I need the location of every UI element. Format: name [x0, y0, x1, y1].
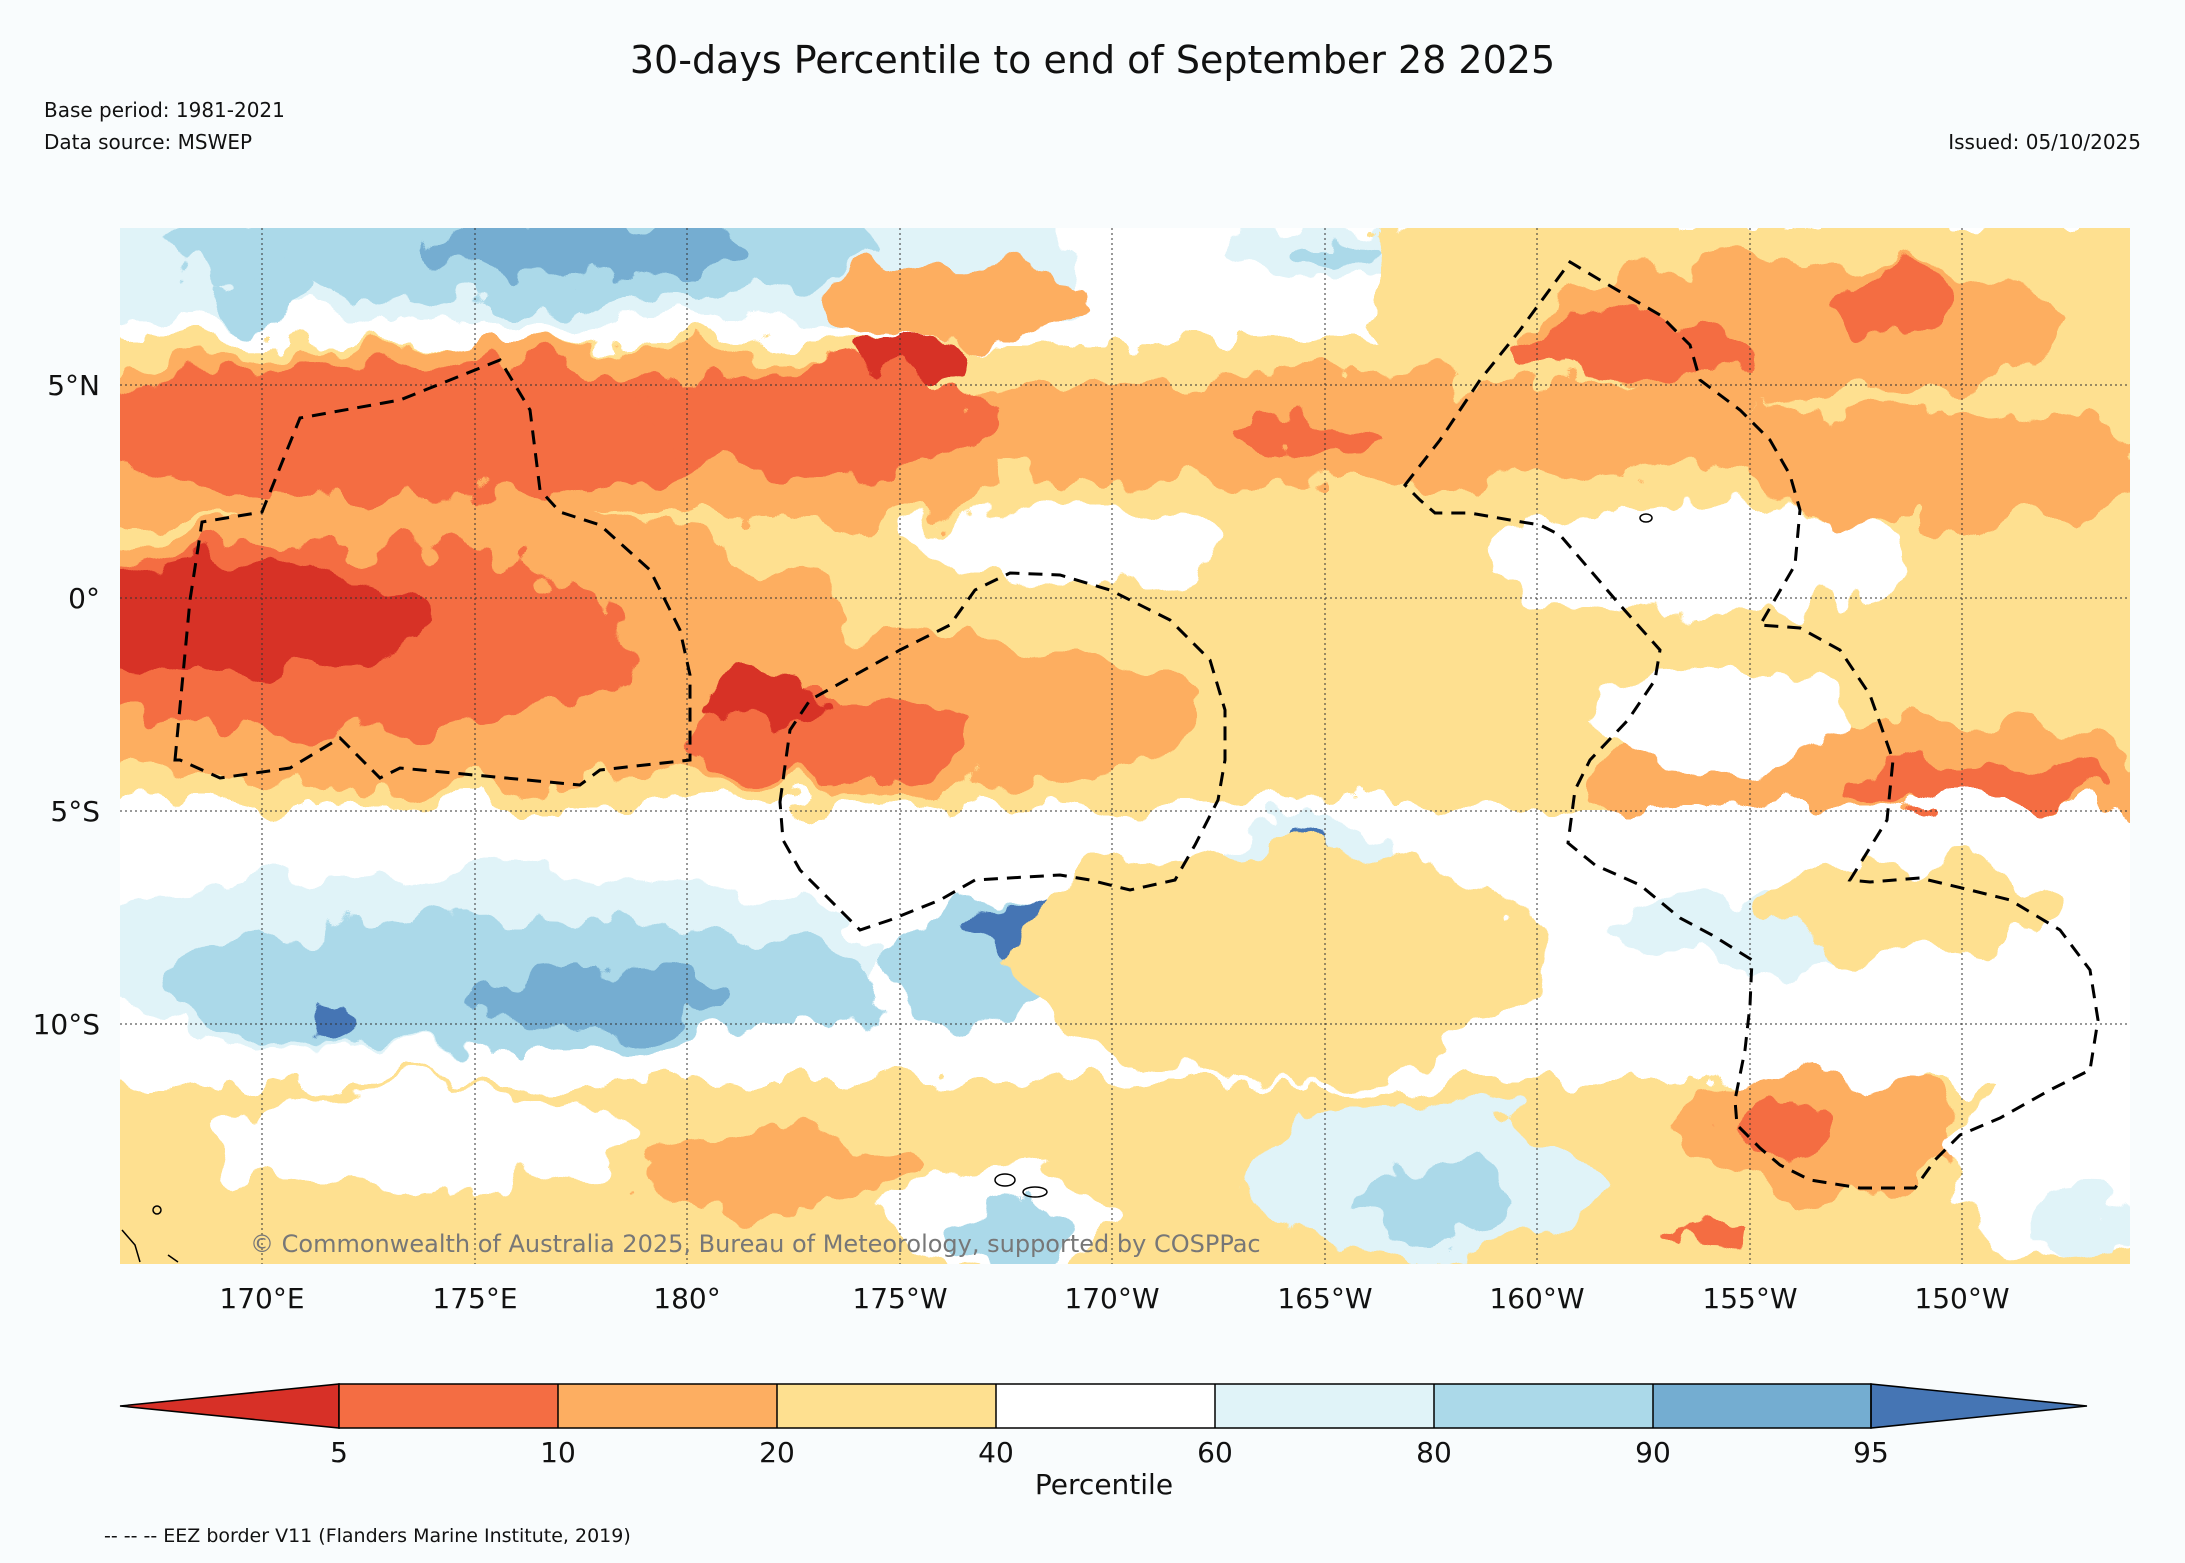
colorbar-dividers	[557, 1384, 1654, 1428]
lat-label: 10°S	[33, 1008, 100, 1041]
longitude-labels: 170°E 175°E 180° 175°W 170°W 165°W 160°W…	[219, 1282, 2009, 1315]
colorbar-tick: 90	[1635, 1436, 1671, 1469]
colorbar-label: Percentile	[1035, 1468, 1173, 1501]
copyright-text: © Commonwealth of Australia 2025, Bureau…	[250, 1230, 1261, 1258]
colorbar-tick: 5	[330, 1436, 348, 1469]
eez-footnote: -- -- -- EEZ border V11 (Flanders Marine…	[104, 1525, 631, 1547]
lon-label: 170°W	[1064, 1282, 1159, 1315]
eez-borders	[173, 260, 2100, 1190]
lat-label: 0°	[68, 582, 100, 615]
colorbar-segment-10-20	[558, 1384, 777, 1428]
lon-label: 175°W	[852, 1282, 947, 1315]
colorbar-segment-5-10	[339, 1384, 558, 1428]
colorbar-tick: 95	[1853, 1436, 1889, 1469]
colorbar-segment-20-40	[777, 1384, 996, 1428]
colorbar-segment-80-90	[1434, 1384, 1653, 1428]
base-period: Base period: 1981-2021	[44, 98, 285, 122]
colorbar-segment-60-80	[1215, 1384, 1434, 1428]
colorbar-segment-40-60	[996, 1384, 1215, 1428]
map-title: 30-days Percentile to end of September 2…	[629, 38, 1556, 82]
lon-label: 180°	[653, 1282, 720, 1315]
lon-label: 165°W	[1277, 1282, 1372, 1315]
colorbar-tick: 60	[1197, 1436, 1233, 1469]
colorbar-tick: 10	[540, 1436, 576, 1469]
colorbar-segment-above95	[1870, 1383, 2088, 1429]
lon-label: 170°E	[219, 1282, 304, 1315]
island-outlines	[121, 513, 1653, 1263]
latitude-labels: 5°N 0° 5°S 10°S	[33, 369, 100, 1041]
colorbar-segment-90-95	[1653, 1384, 1871, 1428]
colorbar-outline	[338, 1383, 1872, 1429]
lon-label: 155°W	[1702, 1282, 1797, 1315]
lat-label: 5°N	[47, 369, 100, 402]
percentile-field	[120, 228, 2130, 1264]
issued-date: Issued: 05/10/2025	[1948, 130, 2141, 154]
colorbar-tick: 20	[759, 1436, 795, 1469]
lon-label: 175°E	[432, 1282, 517, 1315]
colorbar-segment-below5	[119, 1383, 340, 1429]
colorbar-tick: 40	[978, 1436, 1014, 1469]
colorbar: 5 10 20 40 60 80 90 95 Percentile	[119, 1383, 2088, 1501]
lat-label: 5°S	[50, 795, 100, 828]
lon-label: 150°W	[1914, 1282, 2009, 1315]
colorbar-tick: 80	[1416, 1436, 1452, 1469]
lon-label: 160°W	[1489, 1282, 1584, 1315]
data-source: Data source: MSWEP	[44, 130, 253, 154]
